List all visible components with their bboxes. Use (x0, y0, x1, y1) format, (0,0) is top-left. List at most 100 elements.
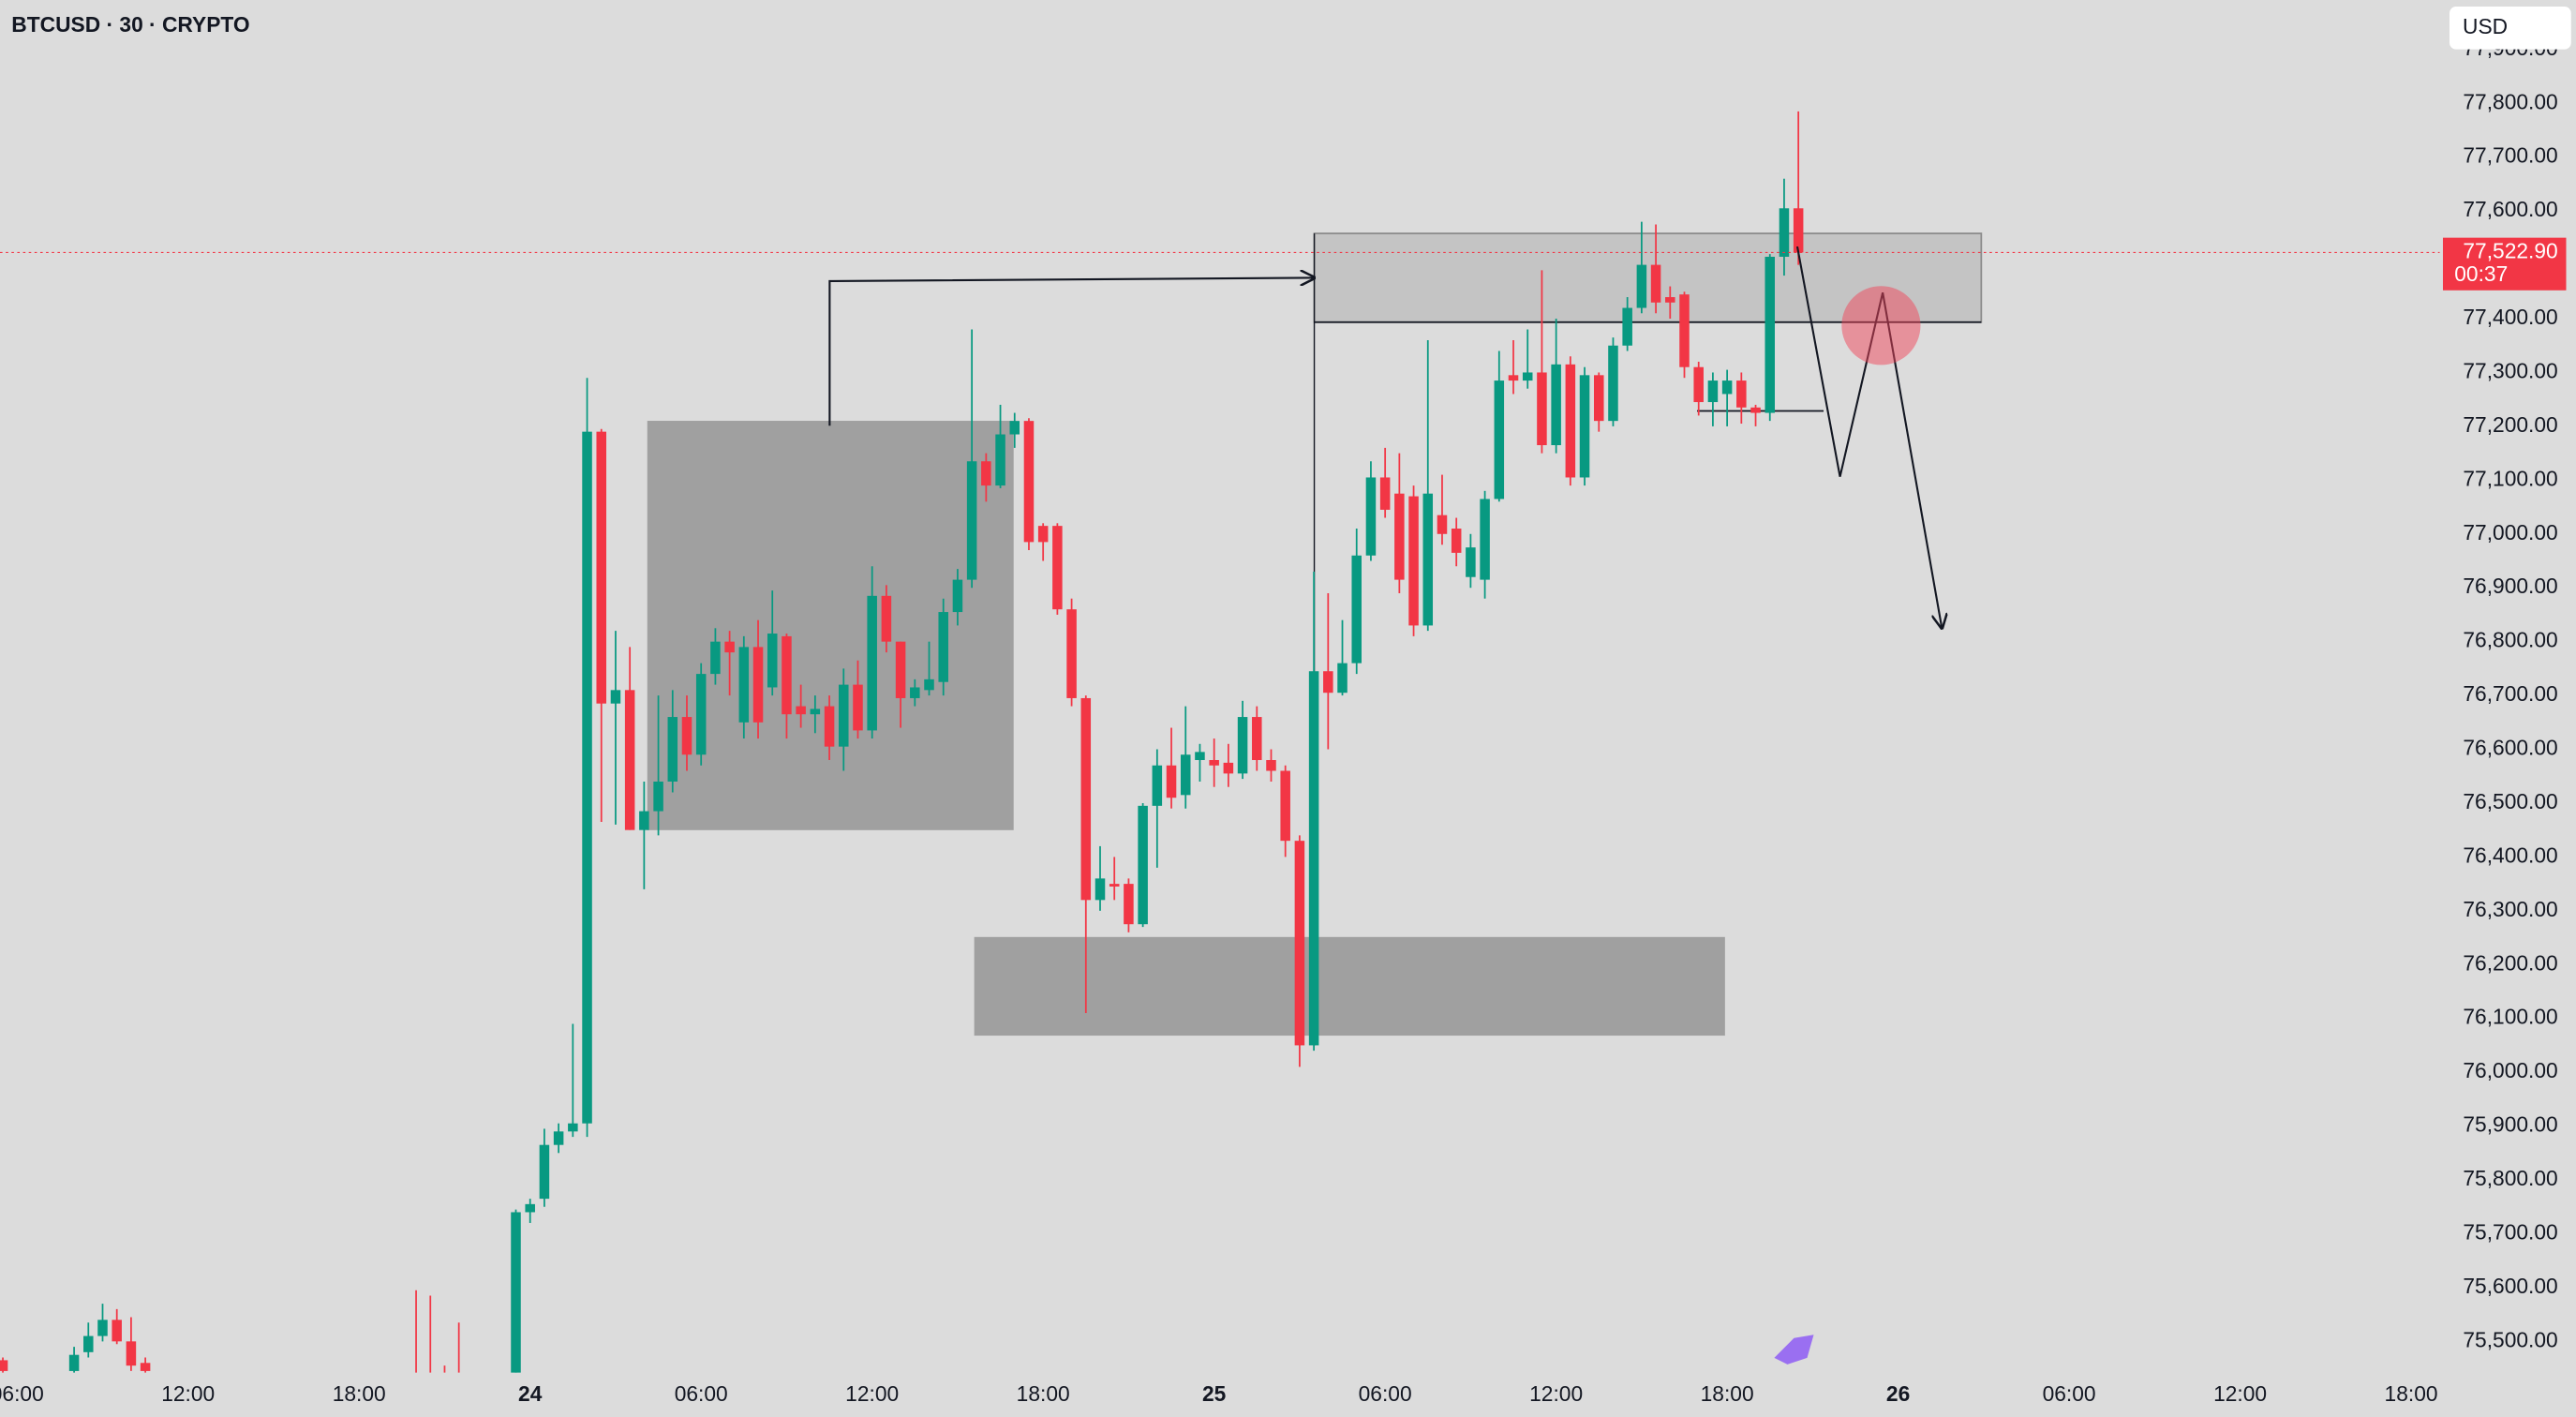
projection-path (1795, 246, 1942, 628)
x-tick-label: 18:00 (333, 1381, 386, 1406)
candle-body (639, 811, 649, 830)
zone (974, 936, 1725, 1037)
chart-title: BTCUSD · 30 · CRYPTO (11, 12, 249, 37)
candle-body (1593, 375, 1604, 422)
candle-body (810, 708, 821, 715)
candle-body (881, 595, 892, 642)
candle-body (824, 706, 835, 747)
candle-body (1565, 364, 1576, 478)
candle-body (83, 1335, 94, 1352)
candle-body (867, 595, 877, 731)
candle-body (1223, 762, 1234, 774)
candle-body (1522, 372, 1533, 381)
y-tick-label: 77,800.00 (2463, 89, 2557, 113)
candle-body (1466, 547, 1476, 577)
currency-label[interactable]: USD (2463, 14, 2508, 38)
candle-body (1721, 380, 1733, 395)
candle-body (624, 690, 635, 830)
candle-body (724, 641, 735, 653)
candle-body (1166, 765, 1177, 798)
candle-body (1665, 297, 1675, 303)
y-tick-label: 77,700.00 (2463, 143, 2557, 168)
candle-body (1779, 208, 1790, 257)
candle-body (938, 612, 948, 682)
logo (1774, 1335, 1814, 1365)
x-tick-label: 06:00 (2043, 1381, 2096, 1406)
candle-body (140, 1363, 151, 1371)
overlay (1774, 246, 1942, 1365)
y-tick-label: 76,500.00 (2463, 789, 2557, 813)
candle-body (596, 431, 607, 704)
candle-body (582, 431, 592, 1124)
candle-body (1180, 754, 1191, 796)
x-tick-label: 12:00 (161, 1381, 215, 1406)
y-tick-label: 76,900.00 (2463, 574, 2557, 598)
candle-body (539, 1144, 550, 1200)
candle-body (767, 634, 778, 688)
candle-body (1480, 499, 1490, 580)
candle-body (1494, 380, 1505, 500)
candle-body (1109, 884, 1120, 887)
candle-body (1622, 307, 1632, 346)
candle-body (1379, 477, 1391, 510)
candle-body (1451, 529, 1462, 553)
x-tick-label: 12:00 (1529, 1381, 1583, 1406)
y-tick-label: 77,300.00 (2463, 358, 2557, 382)
currency-button[interactable] (2449, 7, 2571, 50)
last-price-tag (2442, 237, 2567, 291)
x-tick-label: 18:00 (1701, 1381, 1754, 1406)
candle-body (1052, 526, 1063, 610)
y-tick-label: 75,800.00 (2463, 1166, 2557, 1190)
candle-body (1537, 372, 1547, 446)
zone (647, 421, 1014, 830)
x-tick-label: 12:00 (845, 1381, 899, 1406)
candle-body (853, 684, 863, 731)
x-tick-label: 06:00 (675, 1381, 728, 1406)
candle-body (1551, 364, 1561, 446)
x-tick-label: 25 (1202, 1381, 1227, 1406)
candle-body (1437, 515, 1448, 534)
arrow (828, 277, 1314, 426)
candle-body (1209, 760, 1219, 766)
candle-body (568, 1123, 578, 1132)
candle-body (1023, 421, 1035, 543)
candle-body (1252, 717, 1262, 761)
candle-body (0, 1360, 8, 1371)
candle-body (553, 1131, 564, 1145)
candle-body (525, 1203, 535, 1213)
candle-body (681, 717, 692, 755)
candle-body (839, 684, 849, 747)
candle-body (1237, 717, 1248, 774)
candle-body (1280, 770, 1290, 842)
y-tick-label: 76,800.00 (2463, 628, 2557, 652)
candle-body (895, 641, 906, 698)
x-tick-label: 06:00 (0, 1381, 44, 1406)
candle-body (1608, 345, 1618, 422)
candle-body (1679, 294, 1690, 367)
x-tick-label: 26 (1886, 1381, 1910, 1406)
y-tick-label: 77,000.00 (2463, 520, 2557, 544)
y-tick-label: 76,300.00 (2463, 897, 2557, 921)
y-tick-label: 75,900.00 (2463, 1112, 2557, 1137)
candle-body (511, 1212, 521, 1373)
candle-body (1337, 663, 1348, 694)
y-tick-label: 77,400.00 (2463, 305, 2557, 329)
candle-body (126, 1341, 137, 1366)
candle-body (1764, 256, 1776, 413)
candle-body (1707, 380, 1719, 403)
y-tick-label: 75,700.00 (2463, 1219, 2557, 1244)
candle-body (1736, 380, 1747, 408)
candle-body (1152, 765, 1163, 806)
candle-body (1422, 493, 1434, 626)
y-tick-label: 76,100.00 (2463, 1005, 2557, 1029)
candle-body (796, 706, 806, 715)
candles (0, 111, 1804, 1373)
candle-body (1080, 697, 1092, 901)
candle-body (653, 781, 663, 812)
candle-body (738, 647, 750, 723)
candle-body (1294, 841, 1305, 1046)
candle-body (68, 1354, 80, 1371)
candle-body (1750, 407, 1761, 413)
